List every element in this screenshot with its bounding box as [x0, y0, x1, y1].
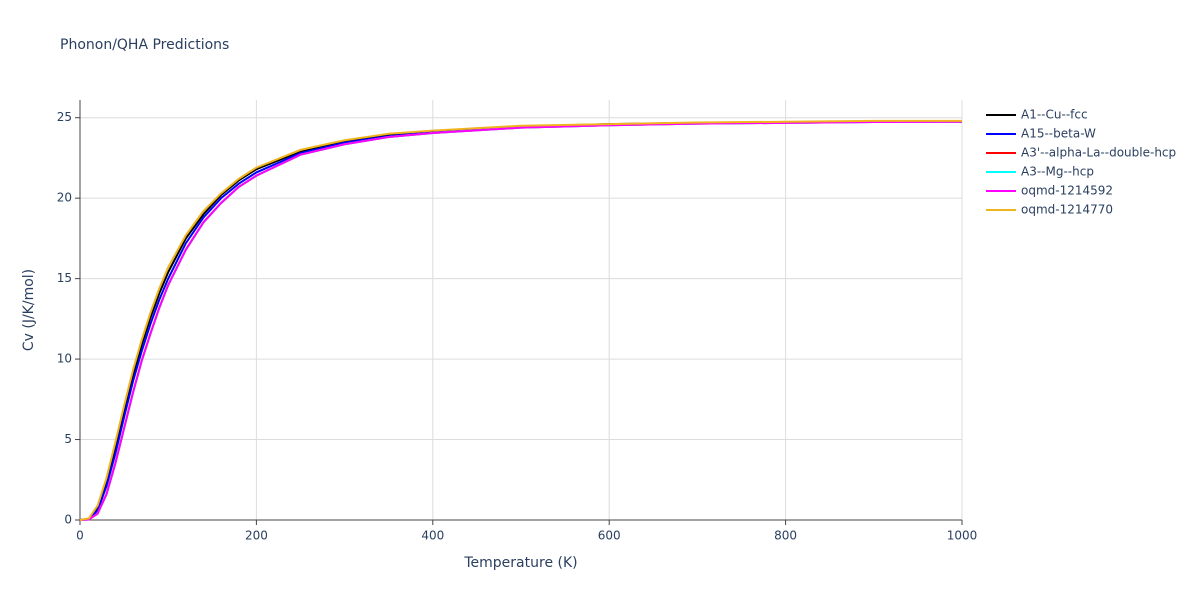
x-tick-label: 1000: [947, 529, 978, 543]
legend-label: A1--Cu--fcc: [1021, 108, 1088, 122]
x-tick-label: 800: [774, 529, 797, 543]
series-line: [79, 120, 963, 521]
chart-title: Phonon/QHA Predictions: [60, 37, 229, 53]
x-axis-title: Temperature (K): [463, 555, 577, 571]
series-line: [79, 119, 962, 521]
series-line: [79, 120, 963, 521]
x-tick-label: 400: [421, 529, 444, 543]
y-tick-label: 20: [57, 191, 72, 205]
series-line: [79, 120, 963, 521]
series-line: [79, 120, 963, 521]
series-line: [79, 120, 963, 521]
legend-label: A3'--alpha-La--double-hcp: [1021, 146, 1176, 160]
y-tick-label: 0: [64, 513, 72, 527]
legend-label: A3--Mg--hcp: [1021, 165, 1094, 179]
y-tick-label: 5: [64, 432, 72, 446]
legend-label: oqmd-1214770: [1021, 203, 1113, 217]
y-tick-label: 25: [57, 110, 72, 124]
x-tick-label: 200: [245, 529, 268, 543]
legend-label: A15--beta-W: [1021, 127, 1096, 141]
y-tick-label: 15: [57, 271, 72, 285]
x-tick-label: 0: [76, 529, 84, 543]
y-tick-label: 10: [57, 352, 72, 366]
legend-label: oqmd-1214592: [1021, 184, 1113, 198]
x-tick-label: 600: [598, 529, 621, 543]
y-axis-title: Cv (J/K/mol): [21, 269, 37, 351]
